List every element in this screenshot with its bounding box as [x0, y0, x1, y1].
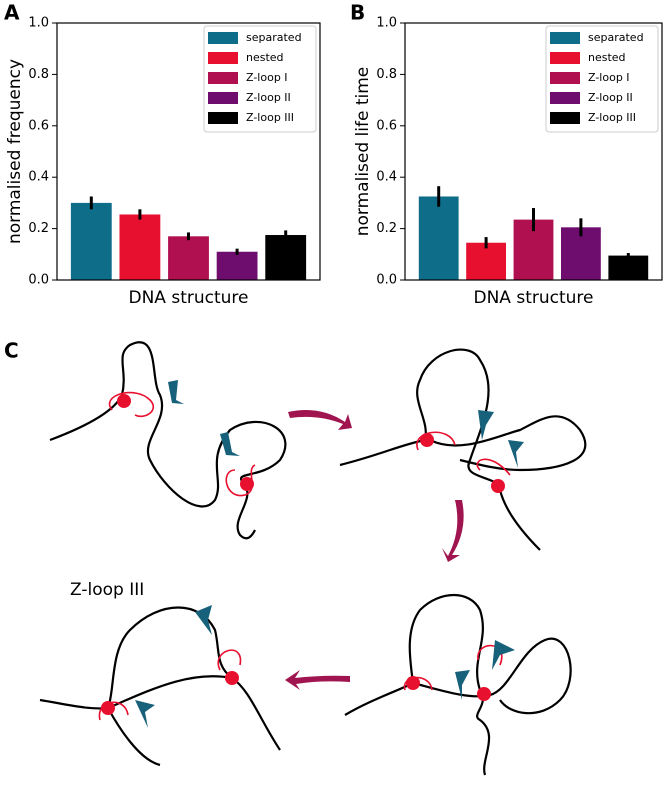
y-tick-label: 1.0 [376, 16, 397, 31]
y-tick-label: 0.6 [376, 118, 397, 133]
bar [608, 255, 649, 280]
diagram-label: Z-loop III [70, 580, 144, 600]
legend-swatch [208, 52, 238, 64]
legend-label: Z-loop III [588, 111, 636, 124]
legend-label: separated [588, 31, 644, 44]
legend-swatch [550, 52, 580, 64]
legend-label: separated [246, 31, 302, 44]
bar [265, 235, 307, 280]
y-tick-label: 0.2 [376, 221, 397, 236]
bar [216, 251, 258, 280]
legend-label: nested [588, 51, 626, 64]
plot-frame [56, 22, 321, 281]
legend-swatch [208, 112, 238, 124]
legend-swatch [550, 72, 580, 84]
panel-label: B [350, 1, 365, 25]
x-axis-label: DNA structure [474, 288, 594, 308]
y-tick-label: 0.0 [28, 273, 49, 288]
legend-label: Z-loop II [588, 91, 633, 104]
legend-swatch [550, 32, 580, 44]
y-tick-label: 0.6 [28, 118, 49, 133]
legend-swatch [550, 92, 580, 104]
bar [70, 202, 112, 280]
y-axis-label: normalised life time [353, 67, 373, 237]
legend-swatch [208, 92, 238, 104]
y-axis-label: normalised frequency [5, 59, 25, 244]
y-tick-label: 0.2 [28, 221, 49, 236]
legend-label: Z-loop II [246, 91, 291, 104]
bar [418, 196, 459, 280]
schematic: Z-loop III [39, 341, 587, 776]
legend-label: Z-loop III [246, 111, 294, 124]
x-axis-label: DNA structure [129, 288, 249, 308]
y-tick-label: 1.0 [28, 16, 49, 31]
panel-label: A [4, 1, 20, 25]
y-tick-label: 0.0 [376, 273, 397, 288]
y-tick-label: 0.8 [376, 67, 397, 82]
legend-label: Z-loop I [246, 71, 288, 84]
y-tick-label: 0.8 [28, 67, 49, 82]
legend-label: Z-loop I [588, 71, 630, 84]
legend-label: nested [246, 51, 284, 64]
y-tick-label: 0.4 [376, 170, 397, 185]
bar [119, 214, 161, 280]
legend-swatch [208, 32, 238, 44]
bar [168, 236, 209, 280]
legend-swatch [208, 72, 238, 84]
legend-swatch [550, 112, 580, 124]
y-tick-label: 0.4 [28, 170, 49, 185]
bar [466, 242, 507, 280]
panel-label: C [4, 339, 19, 363]
plot-frame [404, 22, 663, 281]
